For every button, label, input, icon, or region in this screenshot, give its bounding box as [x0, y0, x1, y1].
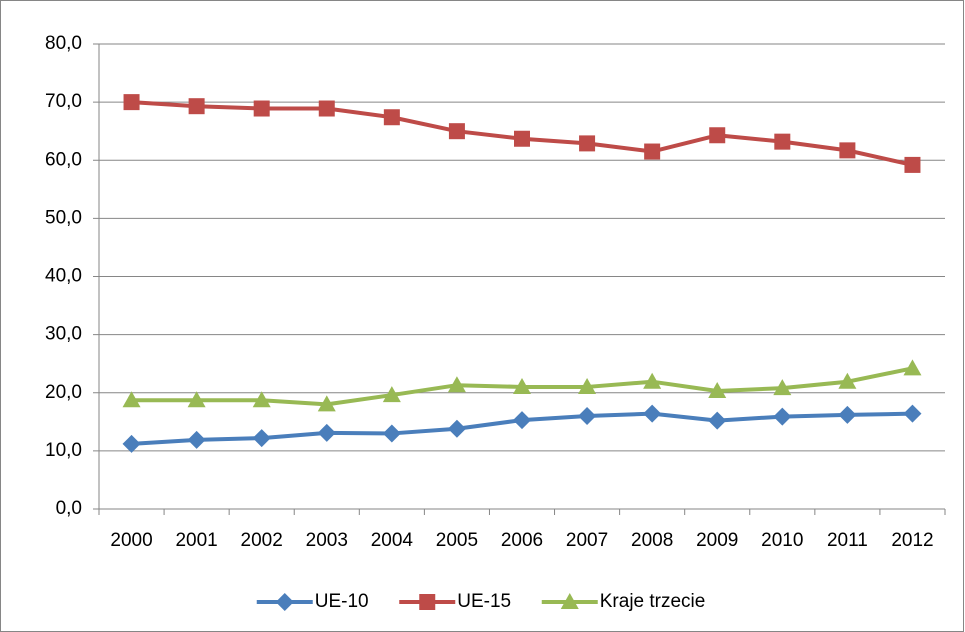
- x-tick-label: 2000: [110, 530, 152, 551]
- x-tick-label: 2001: [175, 530, 217, 551]
- marker: [708, 382, 727, 399]
- x-tick-label: 2012: [891, 530, 933, 551]
- marker: [644, 143, 661, 160]
- legend-label: UE-10: [315, 591, 369, 612]
- legend-label: UE-15: [457, 591, 511, 612]
- marker: [838, 372, 857, 389]
- marker: [773, 407, 792, 426]
- marker: [252, 391, 271, 408]
- marker: [253, 100, 270, 117]
- marker: [904, 156, 921, 173]
- marker: [275, 593, 294, 611]
- marker: [382, 386, 401, 403]
- marker: [708, 411, 727, 430]
- marker: [448, 123, 465, 140]
- marker: [513, 377, 531, 394]
- x-tick-label: 2009: [696, 530, 738, 551]
- marker: [252, 429, 271, 448]
- marker: [382, 424, 401, 443]
- marker: [578, 407, 597, 425]
- x-tick-label: 2006: [501, 530, 543, 551]
- marker: [187, 430, 206, 449]
- y-tick-label: 20,0: [45, 382, 82, 403]
- marker: [514, 130, 530, 147]
- marker: [773, 379, 792, 396]
- y-tick-label: 30,0: [45, 324, 82, 345]
- marker: [903, 404, 922, 423]
- marker: [903, 359, 922, 376]
- x-tick-label: 2004: [371, 530, 414, 551]
- marker: [419, 594, 436, 610]
- marker: [560, 593, 579, 609]
- x-tick-label: 2007: [566, 530, 608, 551]
- marker: [447, 376, 466, 393]
- marker: [513, 411, 531, 430]
- marker: [187, 391, 206, 408]
- y-tick-label: 50,0: [45, 207, 82, 228]
- marker: [383, 109, 400, 126]
- marker: [317, 423, 336, 442]
- marker: [579, 135, 596, 152]
- y-tick-label: 60,0: [45, 149, 82, 170]
- y-tick-label: 80,0: [45, 33, 82, 54]
- marker: [122, 434, 141, 453]
- marker: [643, 404, 662, 423]
- y-tick-label: 40,0: [45, 266, 82, 287]
- x-tick-label: 2003: [306, 530, 348, 551]
- y-tick-label: 10,0: [45, 440, 82, 461]
- marker: [643, 372, 662, 389]
- marker: [709, 127, 726, 144]
- marker: [317, 395, 336, 412]
- marker: [123, 94, 140, 111]
- marker: [318, 100, 335, 117]
- marker: [839, 142, 856, 159]
- marker: [122, 391, 141, 408]
- marker: [188, 98, 205, 115]
- y-tick-label: 70,0: [45, 91, 82, 112]
- marker: [838, 405, 857, 424]
- x-tick-label: 2008: [631, 530, 673, 551]
- x-tick-label: 2010: [761, 530, 803, 551]
- marker: [578, 377, 597, 394]
- marker: [774, 133, 791, 150]
- x-tick-label: 2005: [436, 530, 478, 551]
- y-tick-label: 0,0: [56, 498, 82, 519]
- legend-label: Kraje trzecie: [600, 591, 706, 612]
- x-tick-label: 2011: [827, 530, 868, 551]
- marker: [447, 419, 466, 438]
- x-tick-label: 2002: [241, 530, 283, 551]
